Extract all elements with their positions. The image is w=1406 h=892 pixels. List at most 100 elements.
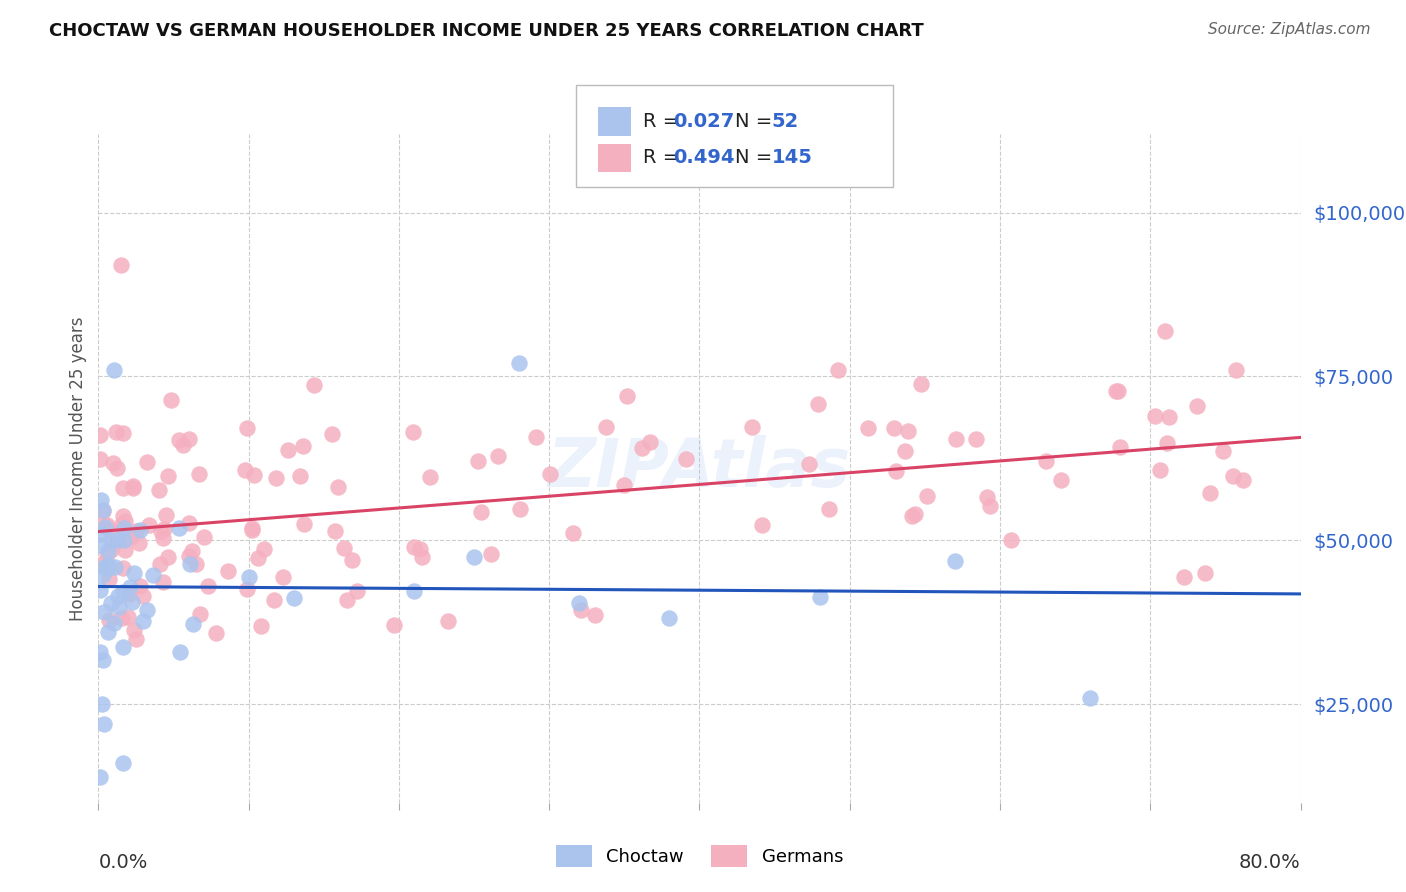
Point: [157, 468, 180, 483]
Point: [89, 428, 111, 442]
Point: [217, 564, 239, 578]
Point: [524, 430, 547, 444]
Point: [190, 607, 212, 621]
Point: [1232, 473, 1254, 487]
Point: [89, 538, 111, 552]
Point: [236, 582, 259, 596]
Point: [112, 426, 135, 441]
Point: [131, 589, 153, 603]
Point: [105, 533, 128, 547]
Point: [125, 632, 148, 646]
Point: [91, 567, 114, 582]
Point: [658, 610, 681, 624]
Point: [409, 542, 432, 557]
Point: [152, 574, 174, 589]
Point: [172, 438, 194, 452]
Point: [1149, 463, 1171, 477]
Point: [616, 389, 638, 403]
Point: [112, 533, 135, 547]
Point: [1173, 570, 1195, 584]
Text: ZIPAtlas: ZIPAtlas: [548, 435, 851, 501]
Text: 52: 52: [772, 112, 799, 131]
Point: [96, 517, 118, 532]
Point: [122, 623, 145, 637]
Point: [741, 420, 763, 434]
Point: [128, 536, 150, 550]
Point: [569, 602, 592, 616]
Point: [112, 756, 135, 771]
Point: [184, 557, 207, 571]
Point: [910, 377, 932, 392]
Point: [90, 557, 112, 571]
Point: [1225, 362, 1247, 376]
Point: [110, 611, 132, 625]
Point: [155, 508, 177, 522]
Text: N =: N =: [735, 112, 779, 131]
Point: [1156, 436, 1178, 450]
Point: [93, 559, 115, 574]
Point: [233, 463, 256, 477]
Point: [979, 500, 1001, 514]
Text: 0.0%: 0.0%: [98, 853, 148, 872]
Point: [150, 524, 173, 539]
Point: [470, 505, 492, 519]
Point: [111, 640, 134, 654]
Point: [326, 480, 349, 494]
Point: [807, 397, 830, 411]
Point: [240, 521, 263, 535]
Point: [897, 425, 920, 439]
Point: [105, 533, 128, 547]
Point: [273, 569, 295, 583]
Point: [1212, 444, 1234, 458]
Point: [107, 589, 129, 603]
Point: [120, 530, 142, 544]
Point: [117, 587, 139, 601]
Point: [901, 509, 924, 524]
Point: [114, 542, 136, 557]
Point: [122, 566, 145, 581]
Point: [904, 507, 927, 521]
Point: [288, 469, 311, 483]
Point: [915, 490, 938, 504]
Text: 80.0%: 80.0%: [1239, 853, 1301, 872]
Point: [277, 443, 299, 458]
Point: [91, 504, 114, 518]
Point: [112, 482, 135, 496]
Point: [1198, 486, 1220, 500]
Point: [156, 550, 179, 565]
Point: [240, 523, 263, 537]
Point: [253, 541, 276, 556]
Point: [114, 514, 136, 528]
Point: [236, 421, 259, 435]
Point: [110, 258, 132, 272]
Point: [103, 363, 125, 377]
Point: [197, 579, 219, 593]
Point: [93, 503, 115, 517]
Point: [1144, 409, 1167, 423]
Point: [1050, 473, 1073, 487]
Text: 0.494: 0.494: [673, 148, 735, 168]
Point: [104, 425, 127, 440]
Point: [148, 483, 170, 498]
Point: [1078, 690, 1101, 705]
Point: [402, 540, 425, 554]
Point: [302, 378, 325, 392]
Point: [884, 464, 907, 478]
Point: [97, 558, 120, 573]
Text: R =: R =: [643, 112, 685, 131]
Point: [333, 541, 356, 555]
Point: [107, 599, 129, 614]
Point: [91, 653, 114, 667]
Point: [943, 554, 966, 568]
Point: [100, 533, 122, 547]
Point: [97, 560, 120, 574]
Point: [177, 432, 200, 446]
Point: [640, 435, 662, 450]
Point: [89, 645, 111, 659]
Point: [93, 606, 115, 620]
Point: [402, 425, 425, 440]
Y-axis label: Householder Income Under 25 years: Householder Income Under 25 years: [69, 316, 87, 621]
Text: Source: ZipAtlas.com: Source: ZipAtlas.com: [1208, 22, 1371, 37]
Point: [152, 532, 174, 546]
Point: [751, 518, 773, 533]
